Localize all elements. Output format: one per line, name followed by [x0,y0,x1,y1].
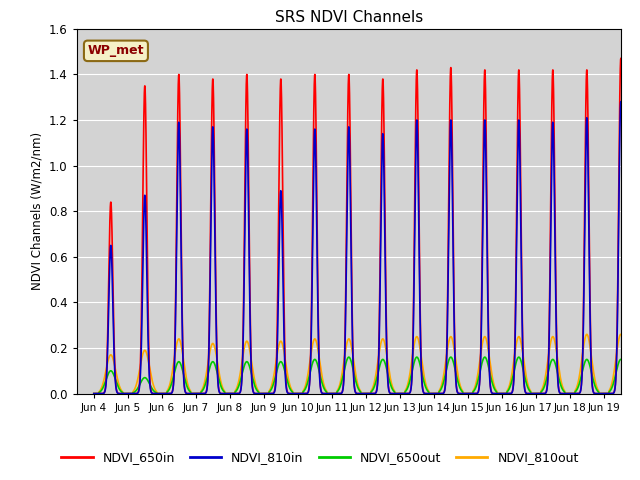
NDVI_810out [90,391,98,396]
Line: NDVI_810in: NDVI_810in [94,102,638,394]
NDVI_810out [634,391,640,396]
NDVI_810out [287,385,294,391]
NDVI_650in [617,56,625,61]
NDVI_650out [436,389,444,395]
Title: SRS NDVI Channels: SRS NDVI Channels [275,10,423,25]
Line: NDVI_650in: NDVI_650in [94,59,638,394]
Legend: NDVI_650in, NDVI_810in, NDVI_650out, NDVI_810out: NDVI_650in, NDVI_810in, NDVI_650out, NDV… [56,446,584,469]
NDVI_650in [634,391,640,396]
Line: NDVI_650out: NDVI_650out [94,357,638,394]
NDVI_650out [117,389,125,395]
NDVI_810in [522,390,530,396]
NDVI_650out [90,391,98,396]
NDVI_650out [412,355,420,361]
NDVI_810out [436,387,444,393]
Text: WP_met: WP_met [88,44,144,57]
NDVI_650in [90,391,98,396]
NDVI_650in [436,391,444,396]
NDVI_650out [493,391,501,396]
NDVI_810in [117,391,125,396]
NDVI_810in [90,391,98,396]
NDVI_650in [493,391,501,396]
NDVI_810in [436,391,444,396]
NDVI_810in [287,391,294,396]
NDVI_650out [345,354,353,360]
NDVI_810in [617,99,625,105]
NDVI_650out [287,387,294,393]
NDVI_650out [634,391,640,396]
NDVI_650in [287,391,294,396]
NDVI_650in [412,113,419,119]
Line: NDVI_810out: NDVI_810out [94,335,638,394]
NDVI_810in [412,156,419,161]
NDVI_810out [493,391,501,396]
NDVI_810out [117,387,125,393]
NDVI_810out [583,332,591,337]
NDVI_650out [522,380,530,385]
Y-axis label: NDVI Channels (W/m2/nm): NDVI Channels (W/m2/nm) [31,132,44,290]
NDVI_650in [522,390,530,396]
NDVI_650in [117,391,125,396]
NDVI_810in [634,391,640,396]
NDVI_810out [522,373,530,379]
NDVI_810out [412,336,419,341]
NDVI_810in [493,391,501,396]
